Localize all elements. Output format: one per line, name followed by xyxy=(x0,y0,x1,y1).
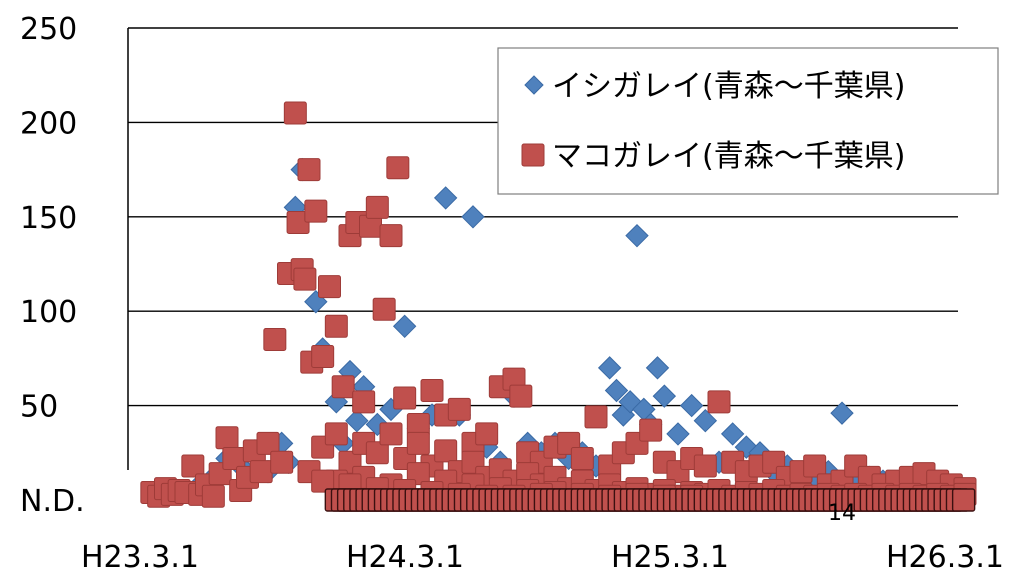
square-point xyxy=(447,397,471,421)
square-point xyxy=(283,101,307,125)
y-tick-label: N.D. xyxy=(20,484,85,519)
square-point xyxy=(639,418,663,442)
y-tick-label: 150 xyxy=(20,201,77,236)
x-tick-label: H25.3.1 xyxy=(611,540,729,575)
diamond-point xyxy=(666,422,690,446)
legend-label: イシガレイ(青森〜千葉県) xyxy=(552,69,905,104)
square-point xyxy=(372,297,396,321)
square-point xyxy=(324,422,348,446)
square-point xyxy=(215,426,239,450)
square-point xyxy=(707,390,731,414)
square-point xyxy=(256,431,280,455)
legend: イシガレイ(青森〜千葉県) マコガレイ(青森〜千葉県) xyxy=(497,47,999,195)
square-point xyxy=(270,450,294,474)
diamond-point xyxy=(645,356,670,380)
diamond-point xyxy=(625,223,649,248)
square-point xyxy=(318,275,341,299)
square-point xyxy=(311,469,335,493)
square-point xyxy=(420,378,444,402)
diamond-point xyxy=(830,401,854,425)
square-point xyxy=(584,405,608,429)
y-tick-label: 200 xyxy=(20,106,77,141)
y-tick-label: 250 xyxy=(20,12,77,47)
square-point xyxy=(406,431,430,455)
square-point xyxy=(352,390,376,414)
square-point xyxy=(297,158,321,182)
square-point xyxy=(293,267,317,291)
diamond-point xyxy=(433,186,458,210)
legend-box xyxy=(497,47,999,195)
x-axis-tick-labels: H23.3.1 H24.3.1 H25.3.1 H26.3.1 xyxy=(81,540,1004,575)
square-point xyxy=(379,422,403,446)
diamond-point xyxy=(461,205,485,229)
legend-label: マコガレイ(青森〜千葉県) xyxy=(552,139,905,174)
x-tick-label: H26.3.1 xyxy=(886,540,1004,575)
square-point xyxy=(365,195,389,219)
diamond-point xyxy=(652,384,677,408)
square-point xyxy=(201,484,225,508)
square-point xyxy=(570,446,594,470)
diamond-point xyxy=(597,356,622,380)
square-point xyxy=(331,375,355,399)
square-point xyxy=(475,422,499,446)
square-point xyxy=(434,439,458,463)
diamond-point xyxy=(693,408,718,433)
y-tick-label: 100 xyxy=(20,295,77,330)
square-point xyxy=(693,454,717,478)
square-point xyxy=(803,454,827,478)
square-point xyxy=(181,454,205,478)
x-tick-label: H23.3.1 xyxy=(81,540,199,575)
square-point xyxy=(509,384,533,408)
square-point xyxy=(249,460,273,484)
x-tick-label: H24.3.1 xyxy=(346,540,464,575)
legend-square-icon xyxy=(521,143,545,167)
square-point xyxy=(365,441,389,465)
diamond-point xyxy=(345,408,369,433)
nd-baseline-band xyxy=(324,488,976,512)
diamond-point xyxy=(392,314,417,339)
square-point xyxy=(304,199,328,223)
diamond-point xyxy=(679,393,704,418)
square-point xyxy=(393,386,417,410)
y-axis-tick-labels: N.D. 50 100 150 200 250 xyxy=(20,12,85,519)
diamond-point xyxy=(604,378,629,403)
diamond-point xyxy=(720,422,745,446)
square-point xyxy=(379,224,403,248)
y-tick-label: 50 xyxy=(20,390,58,425)
legend-diamond-icon xyxy=(524,75,544,95)
square-point xyxy=(311,345,335,369)
square-point xyxy=(324,314,348,338)
square-point xyxy=(951,488,976,512)
annotation-label: 14 xyxy=(828,501,856,526)
square-point xyxy=(263,328,287,352)
square-point xyxy=(386,156,410,180)
